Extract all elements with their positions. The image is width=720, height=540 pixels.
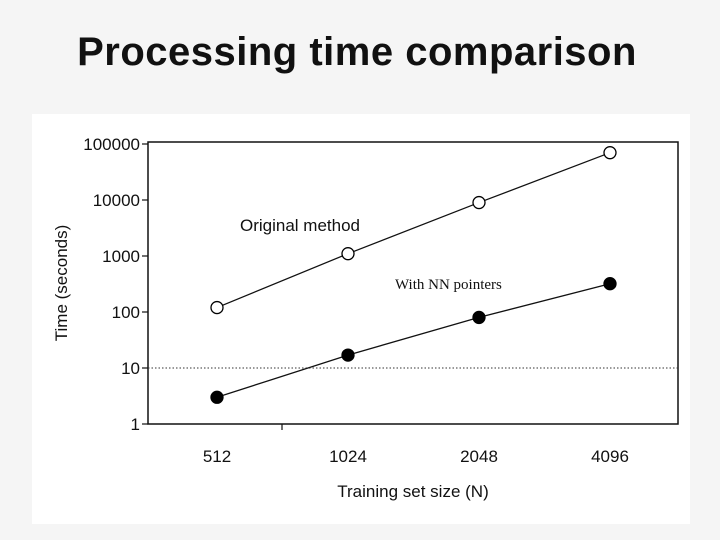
x-tick-label: 2048 bbox=[460, 447, 498, 466]
data-point bbox=[210, 390, 224, 404]
data-point bbox=[472, 310, 486, 325]
y-tick-label: 100000 bbox=[83, 135, 140, 154]
y-tick-label: 10000 bbox=[93, 191, 140, 210]
plot-area bbox=[147, 141, 679, 425]
series-label-original: Original method bbox=[240, 216, 360, 235]
data-point bbox=[472, 195, 486, 210]
data-point bbox=[210, 300, 224, 315]
data-point bbox=[341, 247, 355, 261]
y-axis-title: Time (seconds) bbox=[52, 225, 71, 342]
data-point bbox=[603, 146, 617, 160]
y-tick-label: 1000 bbox=[102, 247, 140, 266]
data-point bbox=[341, 348, 355, 362]
slide-title: Processing time comparison bbox=[77, 30, 637, 74]
series-line-original-method bbox=[216, 152, 611, 309]
y-tick-label: 10 bbox=[121, 359, 140, 378]
y-tick-label: 100 bbox=[112, 303, 140, 322]
y-tick-label: 1 bbox=[131, 415, 140, 434]
x-tick-label: 4096 bbox=[591, 447, 629, 466]
x-tick-label: 1024 bbox=[329, 447, 367, 466]
x-axis-title: Training set size (N) bbox=[337, 482, 488, 501]
series-line-nn-pointers bbox=[216, 283, 611, 398]
data-point bbox=[603, 277, 617, 291]
series-label-nn-pointers: With NN pointers bbox=[395, 277, 502, 293]
x-tick-label: 512 bbox=[203, 447, 231, 466]
